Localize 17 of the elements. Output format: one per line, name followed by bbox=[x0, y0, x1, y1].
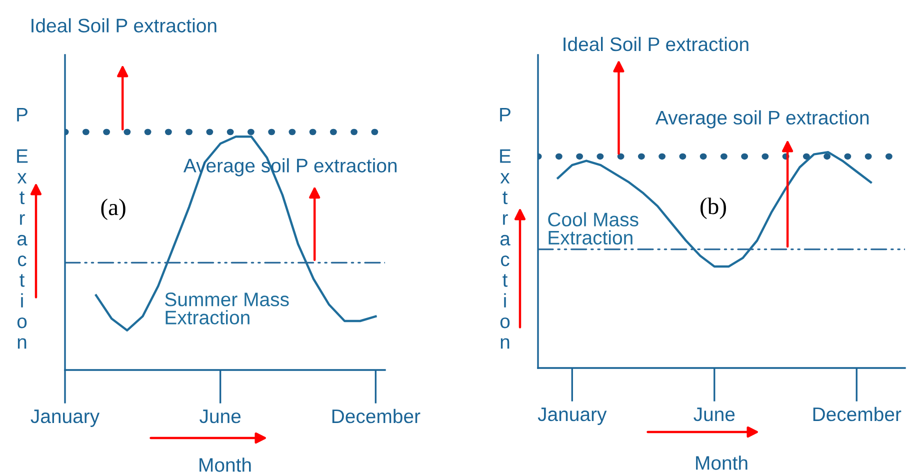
ref-line-label: Ideal Soil P extraction bbox=[32, 18, 216, 32]
text: P Extraction bbox=[17, 108, 28, 349]
x-tick-label: January bbox=[30, 410, 100, 428]
series-label: Summer Mass Extraction bbox=[165, 292, 289, 324]
x-tick-label: January bbox=[538, 408, 607, 426]
ref-line-label: Ideal Soil P extraction bbox=[564, 36, 748, 52]
ref-line-label: Average soil P extraction bbox=[655, 110, 869, 128]
x-tick-label: December bbox=[813, 406, 902, 422]
annotation: (a) bbox=[101, 198, 126, 220]
x-axis-title: Month bbox=[696, 456, 748, 470]
x-tick-label: June bbox=[694, 408, 735, 422]
text: P Extraction bbox=[500, 108, 511, 349]
x-tick-label: December bbox=[332, 408, 420, 424]
annotation: (b) bbox=[700, 198, 726, 220]
x-tick-label: June bbox=[200, 410, 241, 424]
x-axis-title: Month bbox=[200, 458, 251, 472]
series-label: Cool Mass Extraction bbox=[548, 212, 638, 245]
